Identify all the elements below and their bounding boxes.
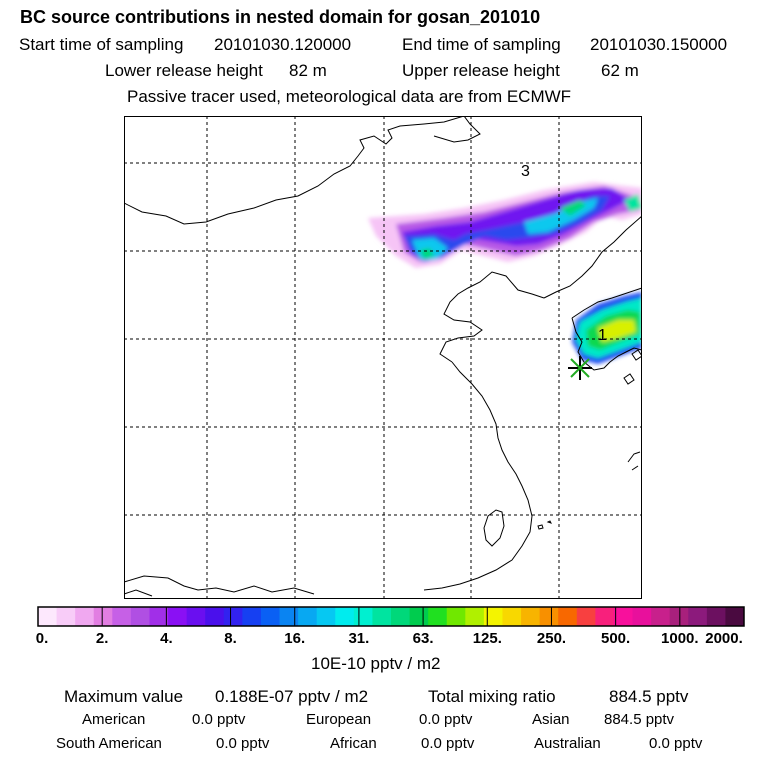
colorbar-swatch (149, 607, 169, 626)
lower-height-label: Lower release height (105, 61, 263, 80)
max-value: 0.188E-07 pptv / m2 (215, 687, 369, 706)
region-name: South American (56, 735, 162, 752)
colorbar-swatch (688, 607, 708, 626)
colorbar-swatch (112, 607, 132, 626)
region-value: 0.0 pptv (216, 735, 270, 752)
colorbar-swatch (465, 607, 485, 626)
colorbar-swatch (651, 607, 671, 626)
colorbar-swatch (260, 607, 280, 626)
colorbar-swatch (391, 607, 410, 626)
colorbar-frame (37, 606, 745, 627)
colorbar-swatch (56, 607, 76, 626)
region-name: American (82, 711, 146, 728)
colorbar-swatch (539, 607, 559, 626)
colorbar-tick-label: 8. (224, 630, 237, 647)
region-name: Asian (532, 711, 570, 728)
region-value: 884.5 pptv (604, 711, 675, 728)
colorbar-swatch (632, 607, 652, 626)
colorbar-swatch (409, 607, 429, 626)
colorbar-tick-label: 63. (412, 630, 434, 647)
colorbar-tick-label: 500. (600, 630, 631, 647)
colorbar-swatch (613, 607, 633, 626)
upper-height-label: Upper release height (402, 61, 560, 80)
colorbar-swatch (279, 607, 299, 626)
colorbar-swatch (298, 607, 318, 626)
colorbar-swatch (725, 607, 745, 626)
plot-title: BC source contributions in nested domain… (20, 7, 541, 27)
region-value: 0.0 pptv (649, 735, 703, 752)
tracer-note: Passive tracer used, meteorological data… (127, 87, 572, 106)
region-value: 0.0 pptv (192, 711, 246, 728)
colorbar-swatch (706, 607, 726, 626)
colorbar (37, 606, 745, 627)
colorbar-swatch (186, 607, 206, 626)
coastlines (124, 116, 642, 597)
colorbar-swatch (502, 607, 522, 626)
region-value: 0.0 pptv (421, 735, 475, 752)
colorbar-swatch (242, 607, 262, 626)
graticule (124, 116, 642, 599)
end-time-value: 20101030.150000 (590, 35, 728, 54)
receptor-marker (568, 356, 592, 380)
colorbar-tick-label: 16. (284, 630, 306, 647)
colorbar-tick-label: 0. (35, 630, 49, 647)
region-name: Australian (534, 735, 601, 752)
colorbar-swatch (93, 607, 113, 626)
start-time-label: Start time of sampling (19, 35, 184, 54)
colorbar-swatch (576, 607, 596, 626)
colorbar-swatch (168, 607, 188, 626)
max-value-label: Maximum value (64, 687, 184, 706)
colorbar-swatch (372, 607, 392, 626)
colorbar-swatch (316, 607, 336, 626)
colorbar-swatch (483, 607, 503, 626)
colorbar-unit: 10E-10 pptv / m2 (311, 654, 441, 673)
cluster-label-1: 1 (598, 327, 607, 344)
colorbar-swatch (223, 607, 243, 626)
end-time-label: End time of sampling (402, 35, 561, 54)
region-name: European (306, 711, 372, 728)
source-map: 3 1 (124, 116, 642, 599)
start-time-value: 20101030.120000 (214, 35, 352, 54)
colorbar-tick-label: 125. (472, 630, 502, 647)
colorbar-tick-label: 250. (536, 630, 567, 647)
colorbar-swatch (446, 607, 466, 626)
colorbar-swatch (558, 607, 578, 626)
colorbar-swatch (130, 607, 150, 626)
colorbar-swatch (669, 607, 689, 626)
region-name: African (330, 735, 377, 752)
colorbar-swatch (428, 607, 448, 626)
colorbar-tick-label: 1000. (661, 630, 699, 647)
colorbar-tick-label: 2. (95, 630, 109, 647)
colorbar-tick-label: 4. (160, 630, 173, 647)
lower-height-value: 82 m (289, 61, 327, 80)
map-frame (124, 116, 642, 599)
region-value: 0.0 pptv (419, 711, 473, 728)
total-mixing-value: 884.5 pptv (609, 687, 689, 706)
colorbar-swatch (521, 607, 541, 626)
colorbar-swatch (335, 607, 355, 626)
colorbar-swatch (38, 607, 57, 626)
colorbar-swatch (205, 607, 225, 626)
colorbar-swatch (75, 607, 95, 626)
colorbar-tick-label: 31. (348, 630, 370, 647)
colorbar-swatch (595, 607, 615, 626)
total-mixing-label: Total mixing ratio (428, 687, 556, 706)
cluster-label-3: 3 (521, 163, 530, 180)
colorbar-swatch (353, 607, 373, 626)
upper-height-value: 62 m (601, 61, 639, 80)
colorbar-tick-label: 2000. (705, 630, 743, 647)
plume-south (572, 292, 642, 364)
plume-north (368, 182, 642, 268)
